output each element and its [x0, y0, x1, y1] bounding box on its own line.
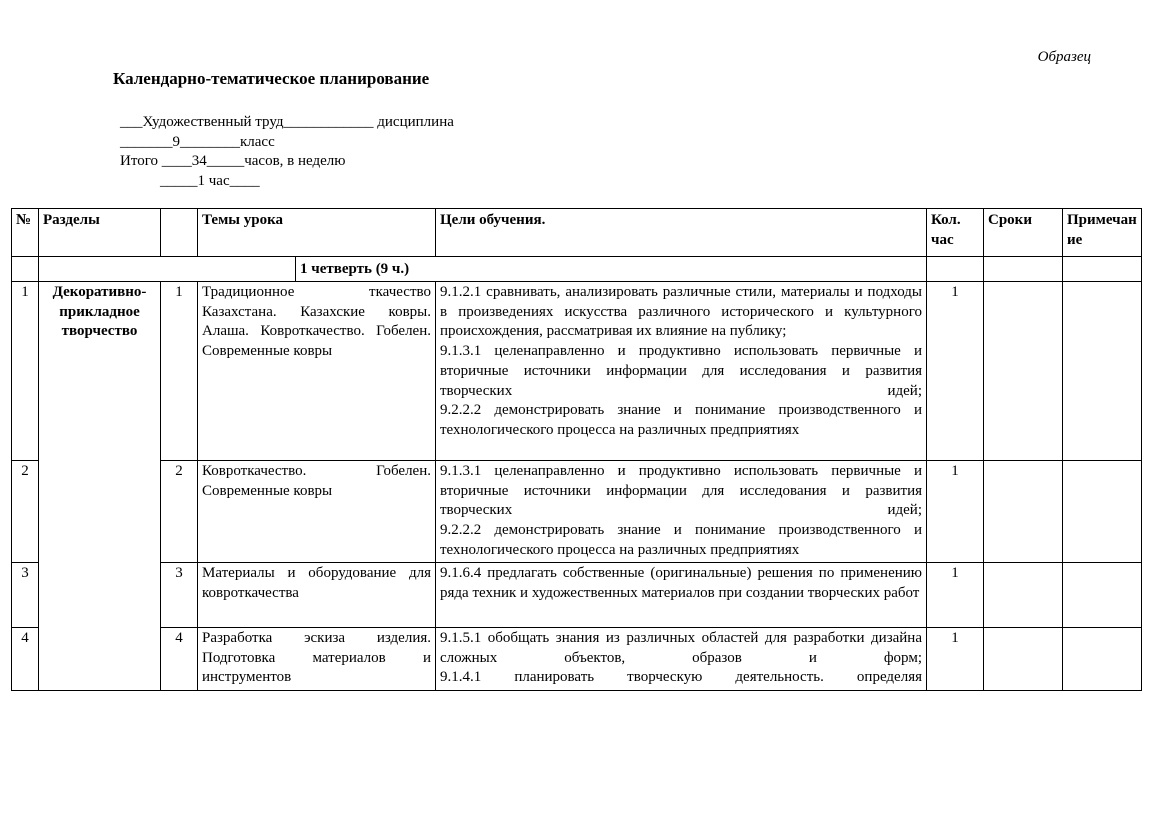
row-number-cell: 4	[11, 627, 39, 691]
goals-wrap: 9.1.5.1 обобщать знания из различных обл…	[440, 629, 922, 686]
header-sections: Разделы	[38, 208, 161, 257]
quarter-empty-notes	[1062, 256, 1142, 282]
row-dates-cell	[983, 562, 1063, 628]
planning-table: № Разделы Темы урока Цели обучения. Кол.…	[11, 208, 1142, 691]
quarter-empty-num	[11, 256, 39, 282]
meta-block: ___Художественный труд____________ дисци…	[120, 113, 454, 191]
row-topic-cell: Традиционное ткачество Казахстана. Казах…	[197, 281, 436, 461]
table-row: 3 3 Материалы и оборудование для ковроткач…	[11, 562, 1142, 628]
row-hours-cell: 1	[926, 627, 984, 691]
meta-line-class: _______9________класс	[120, 133, 275, 150]
row-topic-cell: Ковроткачество. Гобелен. Современные ков…	[197, 460, 436, 563]
row-goals-cell: 9.1.5.1 обобщать знания из различных обл…	[435, 627, 927, 691]
row-sub-number-cell: 4	[160, 627, 198, 691]
goal-text: 9.2.2.2 демонстрировать знание и пониман…	[440, 522, 922, 558]
header-sub-num	[160, 208, 198, 257]
row-hours-cell: 1	[926, 281, 984, 461]
row-goals-cell: 9.1.6.4 предлагать собственные (оригинал…	[435, 562, 927, 628]
quarter-label: 1 четверть (9 ч.)	[295, 256, 927, 282]
row-dates-cell	[983, 460, 1063, 563]
header-num: №	[11, 208, 39, 257]
row-sub-number-cell: 2	[160, 460, 198, 563]
goal-text: 9.1.5.1 обобщать знания из различных обл…	[440, 630, 922, 666]
table-row: 4 4 Разработка эскиза изделия. Подготовка …	[11, 627, 1142, 691]
row-notes-cell	[1062, 627, 1142, 691]
goal-text: 9.1.3.1 целенаправленно и продуктивно ис…	[440, 343, 922, 399]
quarter-row: 1 четверть (9 ч.)	[11, 256, 1142, 282]
row-sub-number-cell: 3	[160, 562, 198, 628]
row-topic-cell: Разработка эскиза изделия. Подготовка ма…	[197, 627, 436, 691]
section-title-cell: Декоративно-прикладное творчество	[38, 281, 161, 691]
goal-text: 9.2.2.2 демонстрировать знание и пониман…	[440, 402, 922, 438]
row-hours-cell: 1	[926, 562, 984, 628]
header-row: № Разделы Темы урока Цели обучения. Кол.…	[11, 208, 1142, 257]
row-sub-number-cell: 1	[160, 281, 198, 461]
row-dates-cell	[983, 281, 1063, 461]
row-topic-cell: Материалы и оборудование для ковроткачес…	[197, 562, 436, 628]
page-title: Календарно-тематическое планирование	[113, 69, 430, 88]
table-row: 2 2 Ковроткачество. Гобелен. Современные к…	[11, 460, 1142, 563]
meta-line-total-hours: Итого ____34_____часов, в неделю	[120, 153, 346, 169]
row-goals-cell: 9.1.2.1 сравнивать, анализировать различ…	[435, 281, 927, 461]
row-goals-cell: 9.1.3.1 целенаправленно и продуктивно ис…	[435, 460, 927, 563]
row-notes-cell	[1062, 562, 1142, 628]
sample-watermark: Образец	[1037, 49, 1091, 65]
row-notes-cell	[1062, 281, 1142, 461]
row-dates-cell	[983, 627, 1063, 691]
quarter-empty-dates	[983, 256, 1063, 282]
header-hours: Кол. час	[926, 208, 984, 257]
row-hours-cell: 1	[926, 460, 984, 563]
meta-line-discipline: ___Художественный труд____________ дисци…	[120, 114, 454, 130]
goal-text: 9.1.2.1 сравнивать, анализировать различ…	[440, 284, 922, 340]
row-number-cell: 2	[11, 460, 39, 563]
goals-wrap: 9.1.2.1 сравнивать, анализировать различ…	[440, 283, 922, 441]
table-row: 1 Декоративно-прикладное творчество 1 Тради…	[11, 281, 1142, 691]
goals-wrap: 9.1.3.1 целенаправленно и продуктивно ис…	[440, 462, 922, 561]
header-notes: Примечание	[1062, 208, 1142, 257]
header-dates: Сроки	[983, 208, 1063, 257]
row-number-cell: 3	[11, 562, 39, 628]
header-topics: Темы урока	[197, 208, 436, 257]
row-number-cell: 1	[11, 281, 39, 461]
goal-text: 9.1.4.1 планировать творческую деятельно…	[440, 669, 922, 686]
quarter-empty-hours	[926, 256, 984, 282]
quarter-empty-left	[38, 256, 296, 282]
goal-text: 9.1.6.4 предлагать собственные (оригинал…	[440, 565, 922, 601]
row-notes-cell	[1062, 460, 1142, 563]
goals-wrap: 9.1.6.4 предлагать собственные (оригинал…	[440, 564, 922, 603]
meta-line-hours-per-week: _____1 час____	[160, 172, 260, 189]
header-goals: Цели обучения.	[435, 208, 927, 257]
goal-text: 9.1.3.1 целенаправленно и продуктивно ис…	[440, 463, 922, 519]
